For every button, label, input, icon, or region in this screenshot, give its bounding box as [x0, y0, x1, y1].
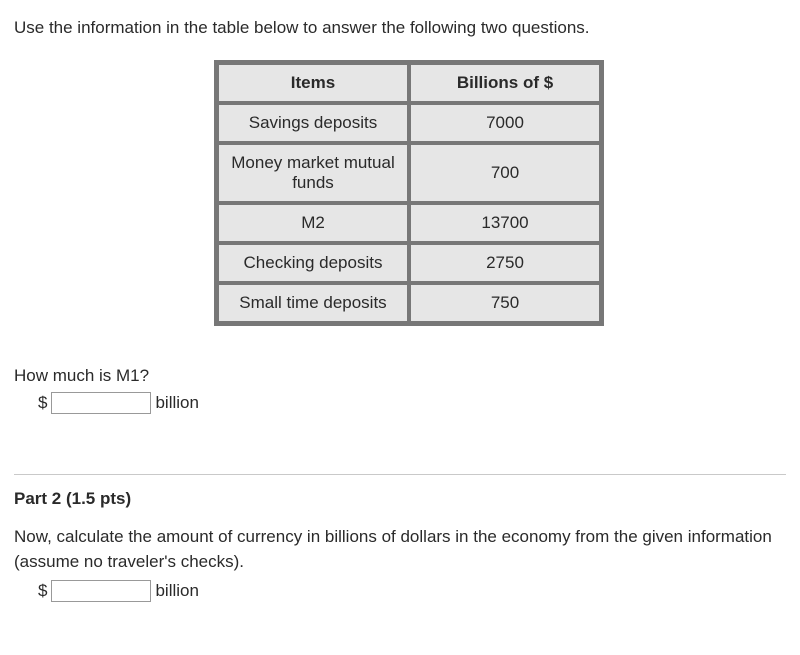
part-2-heading: Part 2 (1.5 pts): [14, 489, 786, 509]
table-row: Checking deposits 2750: [218, 244, 600, 282]
table-row: Money market mutual funds 700: [218, 144, 600, 202]
cell-item: Small time deposits: [218, 284, 408, 322]
cell-value: 13700: [410, 204, 600, 242]
cell-value: 2750: [410, 244, 600, 282]
cell-value: 7000: [410, 104, 600, 142]
cell-value: 700: [410, 144, 600, 202]
unit-label: billion: [155, 393, 198, 412]
question-1-answer-line: $ billion: [14, 392, 786, 414]
unit-label: billion: [155, 581, 198, 600]
table-row: Savings deposits 7000: [218, 104, 600, 142]
currency-symbol: $: [38, 581, 47, 600]
part-2-prompt: Now, calculate the amount of currency in…: [14, 525, 786, 574]
cell-item: M2: [218, 204, 408, 242]
col-header-items: Items: [218, 64, 408, 102]
part-2-answer-line: $ billion: [14, 580, 786, 602]
currency-symbol: $: [38, 393, 47, 412]
table-header-row: Items Billions of $: [218, 64, 600, 102]
m1-input[interactable]: [51, 392, 151, 414]
section-divider: [14, 474, 786, 475]
table-row: M2 13700: [218, 204, 600, 242]
table-row: Small time deposits 750: [218, 284, 600, 322]
cell-item: Savings deposits: [218, 104, 408, 142]
question-1: How much is M1? $ billion: [14, 366, 786, 414]
col-header-billions: Billions of $: [410, 64, 600, 102]
question-1-prompt: How much is M1?: [14, 366, 786, 386]
cell-item: Money market mutual funds: [218, 144, 408, 202]
instructions-text: Use the information in the table below t…: [14, 18, 786, 38]
currency-input[interactable]: [51, 580, 151, 602]
cell-item: Checking deposits: [218, 244, 408, 282]
data-table-wrapper: Items Billions of $ Savings deposits 700…: [214, 60, 786, 326]
money-supply-table: Items Billions of $ Savings deposits 700…: [214, 60, 604, 326]
cell-value: 750: [410, 284, 600, 322]
